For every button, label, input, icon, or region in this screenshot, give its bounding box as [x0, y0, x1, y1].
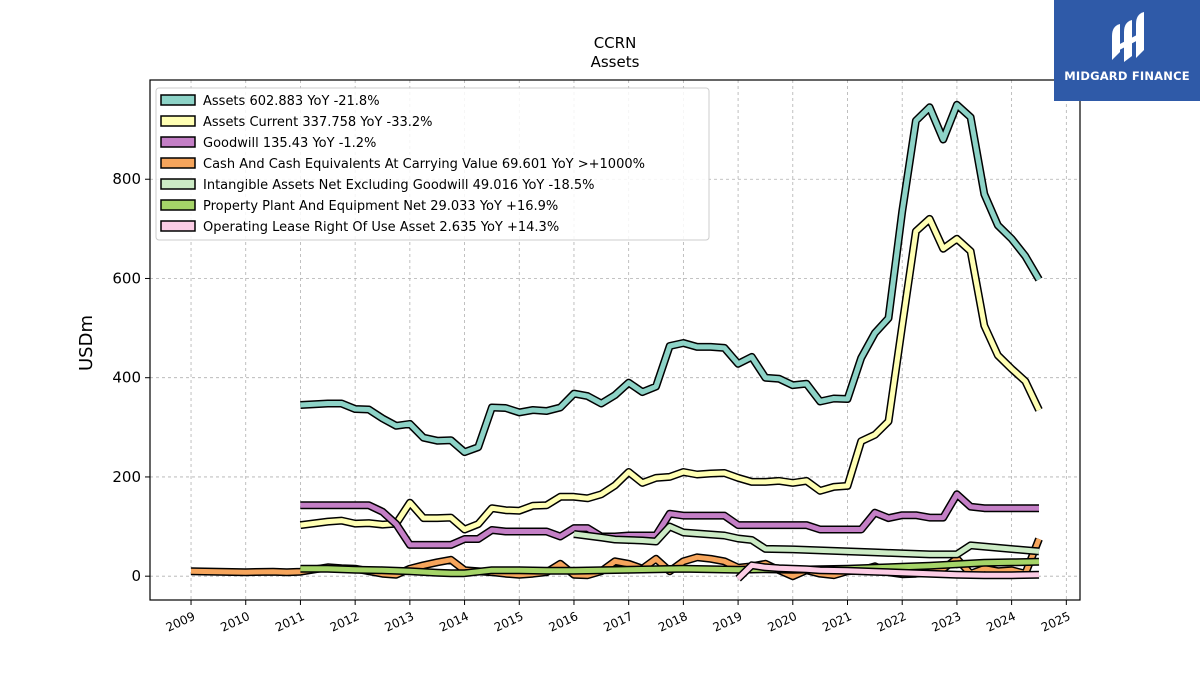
x-tick-label: 2011 — [273, 609, 307, 635]
legend-box — [155, 87, 710, 241]
legend-swatch — [160, 115, 196, 127]
logo-text: MIDGARD FINANCE — [1064, 69, 1190, 83]
series-line-stroke — [300, 491, 1039, 548]
x-tick-label: 2019 — [711, 609, 745, 635]
x-tick-label: 2018 — [656, 609, 690, 635]
x-tick-label: 2016 — [547, 609, 581, 635]
series-line-stroke — [300, 216, 1042, 532]
brand-logo: MIDGARD FINANCE — [1054, 0, 1200, 101]
x-tick-label: 2012 — [328, 609, 362, 635]
legend-label: Goodwill 135.43 YoY -1.2% — [203, 136, 376, 151]
series-line-6 — [735, 561, 1040, 582]
x-tick-label: 2021 — [820, 609, 854, 635]
x-tick-label: 2015 — [492, 609, 526, 635]
legend: Assets 602.883 YoY -21.8% Assets Current … — [155, 87, 710, 241]
legend-label: Intangible Assets Net Excluding Goodwill… — [203, 178, 594, 193]
x-tick-label: 2017 — [601, 609, 635, 635]
series-line-outline — [299, 214, 1043, 534]
series-line-1 — [299, 214, 1043, 534]
x-tick-label: 2022 — [875, 609, 909, 635]
x-tick-label: 2010 — [218, 609, 252, 635]
y-tick-label: 600 — [112, 269, 141, 287]
x-tick-label: 2025 — [1039, 609, 1073, 635]
y-axis-label: USDm — [76, 315, 97, 371]
legend-label: Assets Current 337.758 YoY -33.2% — [203, 115, 433, 130]
chart-subtitle: Assets — [591, 53, 640, 71]
series-line-0 — [300, 100, 1043, 457]
legend-swatch — [160, 136, 196, 148]
chart-title: CCRN — [594, 34, 637, 52]
legend-label: Cash And Cash Equivalents At Carrying Va… — [203, 157, 645, 172]
y-tick-label: 200 — [112, 468, 141, 486]
legend-swatch — [160, 220, 196, 232]
x-axis-ticks: 2009 2010 2011 2012 2013 2014 2015 2016 2017 2018… — [164, 600, 1073, 635]
x-tick-label: 2009 — [164, 609, 198, 635]
series-line-4 — [573, 522, 1040, 559]
y-tick-label: 0 — [131, 567, 141, 585]
y-tick-label: 400 — [112, 369, 141, 387]
y-axis-ticks: 0 200 400 600 800 — [112, 170, 150, 585]
series-line-stroke — [300, 559, 1040, 576]
x-tick-label: 2024 — [984, 609, 1018, 635]
x-tick-label: 2013 — [383, 609, 417, 635]
plot-frame — [149, 79, 1081, 601]
logo-mark-icon — [1112, 12, 1144, 62]
x-tick-label: 2020 — [765, 609, 799, 635]
legend-swatch — [160, 157, 196, 169]
series-layer — [190, 100, 1043, 582]
legend-label: Assets 602.883 YoY -21.8% — [203, 94, 380, 109]
x-tick-label: 2023 — [930, 609, 964, 635]
legend-swatch — [160, 199, 196, 211]
legend-label: Operating Lease Right Of Use Asset 2.635… — [203, 220, 559, 235]
legend-swatch — [160, 178, 196, 190]
legend-swatch — [160, 94, 196, 106]
series-line-stroke — [736, 562, 1040, 581]
legend-label: Property Plant And Equipment Net 29.033 … — [203, 199, 558, 214]
x-tick-label: 2014 — [437, 609, 471, 635]
series-line-5 — [300, 557, 1040, 578]
series-line-2 — [300, 490, 1039, 549]
y-tick-label: 800 — [112, 170, 141, 188]
series-line-stroke — [300, 102, 1042, 455]
series-line-stroke — [573, 524, 1040, 557]
